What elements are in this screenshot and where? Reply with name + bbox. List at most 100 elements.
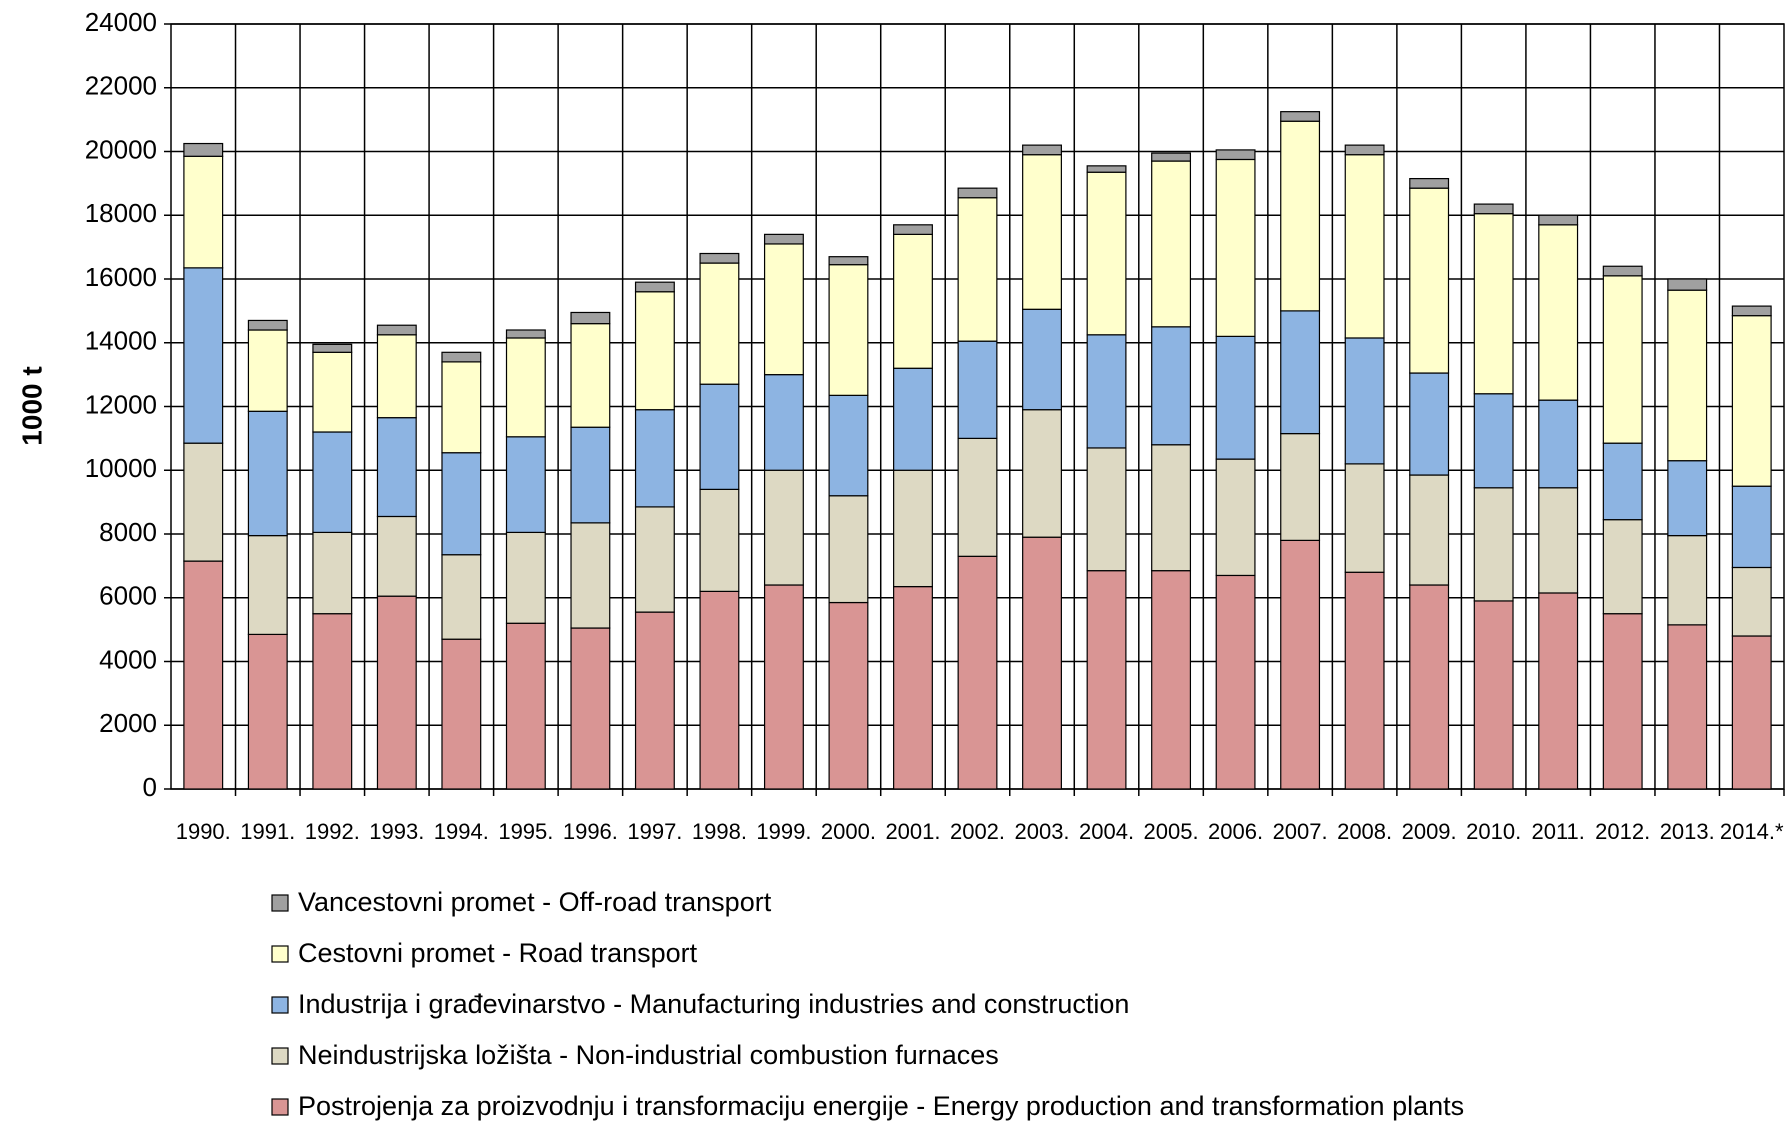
x-tick-label: 2002. [950, 819, 1005, 844]
bar-segment [312, 351, 353, 433]
bar-segment [1538, 592, 1579, 790]
bar-segment [893, 585, 933, 790]
bar-segment [828, 256, 869, 266]
bar-segment [634, 281, 675, 293]
bar-segment [1667, 534, 1708, 626]
bar-segment [1344, 571, 1385, 790]
bar-segment [1667, 289, 1708, 462]
x-tick-label: 1998. [692, 819, 747, 844]
bar-segment [957, 555, 998, 790]
bar-segment [183, 142, 224, 157]
y-tick-label: 20000 [85, 134, 157, 164]
bar-segment [1280, 432, 1321, 541]
bar-segment [247, 319, 288, 331]
bar-segment [1215, 335, 1256, 460]
bar-segment [505, 622, 546, 790]
bar-segment [1086, 447, 1127, 572]
x-tick-label: 2003. [1014, 819, 1069, 844]
bar-segment [1667, 624, 1708, 790]
bar-segment [441, 638, 482, 790]
legend-label: Postrojenja za proizvodnju i transformac… [298, 1091, 1464, 1121]
bar-segment [1602, 442, 1643, 521]
bar-segment [699, 383, 740, 490]
bar-segment [1280, 111, 1321, 122]
x-tick-label: 1995. [498, 819, 553, 844]
legend-swatch [271, 894, 289, 912]
legend-label: Industrija i građevinarstvo - Manufactur… [298, 989, 1129, 1019]
x-tick-label: 1996. [563, 819, 618, 844]
bar-segment [1344, 154, 1385, 339]
y-tick-label: 24000 [85, 7, 157, 37]
bar-segment [957, 340, 998, 439]
bar-segment [828, 495, 869, 604]
bar-segment [505, 329, 546, 339]
legend-swatch [271, 945, 289, 963]
bar-segment [1602, 519, 1643, 615]
bar-segment [1086, 165, 1127, 173]
bar-segment [763, 469, 804, 586]
bar-segment [828, 394, 869, 497]
bar-segment [247, 534, 288, 636]
bar-segment [247, 410, 288, 537]
bar-segment [441, 452, 482, 556]
bar-segment [1344, 144, 1385, 156]
y-tick-label: 4000 [99, 644, 157, 674]
bar-segment [1344, 337, 1385, 465]
y-tick-label: 10000 [85, 453, 157, 483]
bar-segment [1602, 265, 1643, 277]
bar-segment [376, 417, 417, 518]
x-tick-label: 2012. [1595, 819, 1650, 844]
bar-segment [1086, 570, 1127, 790]
bar-segment [957, 437, 998, 557]
x-tick-label: 2009. [1402, 819, 1457, 844]
bar-segment [699, 488, 740, 592]
bar-segment [1409, 177, 1450, 189]
bar-segment [1473, 393, 1514, 489]
bar-segment [699, 590, 740, 790]
bar-segment [763, 233, 804, 245]
x-tick-label: 1999. [756, 819, 811, 844]
bar-segment [1151, 570, 1192, 790]
bar-segment [1731, 566, 1772, 637]
bar-segment [1344, 463, 1385, 573]
bar-segment [1280, 310, 1321, 435]
bar-segment [441, 554, 482, 640]
bar-segment [1731, 485, 1772, 569]
x-tick-label: 1994. [434, 819, 489, 844]
bar-segment [763, 584, 804, 790]
bar-segment [1409, 372, 1450, 476]
bar-segment [828, 264, 869, 396]
x-tick-label: 2013. [1660, 819, 1715, 844]
x-tick-label: 2007. [1273, 819, 1328, 844]
x-tick-label: 1992. [305, 819, 360, 844]
bar-segment [505, 531, 546, 624]
bar-segment [1022, 144, 1062, 156]
bar-segment [505, 337, 546, 438]
x-tick-label: 1991. [240, 819, 295, 844]
legend-swatch [271, 1047, 289, 1065]
bar-segment [441, 361, 482, 454]
legend-label: Vancestovni promet - Off-road transport [298, 887, 772, 917]
bar-segment [699, 262, 740, 385]
y-tick-label: 16000 [85, 262, 157, 292]
bar-segment [1409, 584, 1450, 790]
bar-segment [183, 560, 224, 790]
bar-segment [893, 224, 933, 235]
y-tick-label: 22000 [85, 71, 157, 101]
bar-segment [1667, 278, 1708, 291]
x-tick-label: 2004. [1079, 819, 1134, 844]
bar-segment [1022, 308, 1062, 411]
bar-segment [183, 442, 224, 562]
bar-segment [1538, 399, 1579, 489]
bar-segment [183, 267, 224, 444]
bar-segment [1022, 536, 1062, 790]
bar-segment [1473, 487, 1514, 602]
bar-segment [1086, 171, 1127, 336]
x-tick-label: 2014.* [1720, 819, 1784, 844]
bar-segment [1280, 539, 1321, 790]
bar-segment [1151, 152, 1192, 162]
bar-segment [1409, 474, 1450, 586]
y-tick-label: 8000 [99, 517, 157, 547]
bar-segment [893, 469, 933, 588]
